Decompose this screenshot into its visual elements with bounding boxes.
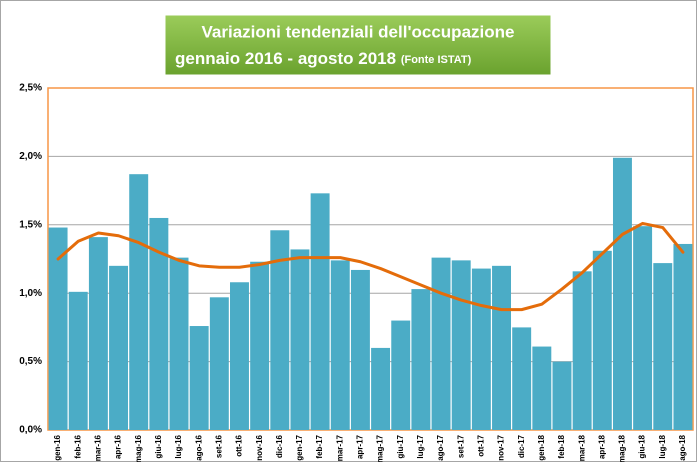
chart-title: gennaio 2016 - agosto 2018 (Fonte ISTAT): [175, 49, 472, 68]
x-tick-label: giu-16: [154, 434, 163, 458]
bar: [350, 269, 370, 430]
bar: [451, 260, 471, 430]
x-tick-label: gen-17: [295, 434, 304, 460]
bar: [612, 157, 632, 430]
x-tick-label: apr-16: [114, 434, 123, 459]
bar: [48, 227, 68, 430]
x-tick-label: gen-18: [537, 434, 546, 460]
bar: [471, 268, 491, 430]
x-tick-label: dic-17: [517, 434, 526, 458]
bar: [592, 250, 612, 430]
bar: [250, 261, 270, 430]
title-line: gennaio 2016 - agosto 2018: [175, 49, 396, 68]
bar: [633, 226, 653, 430]
x-tick-label: mag-16: [134, 434, 143, 462]
x-tick-label: ott-17: [476, 434, 485, 456]
x-tick-label: nov-16: [255, 434, 264, 460]
bar: [88, 237, 108, 430]
x-tick-label: feb-18: [557, 434, 566, 458]
bar: [109, 265, 129, 430]
bar: [189, 326, 209, 430]
bar: [411, 289, 431, 430]
x-tick-label: mag-17: [376, 434, 385, 462]
x-tick-label: ott-16: [235, 434, 244, 456]
x-tick-label: feb-17: [315, 434, 324, 458]
x-tick-label: nov-17: [497, 434, 506, 460]
x-tick-label: mag-18: [618, 434, 627, 462]
y-tick-label: 2,0%: [19, 151, 42, 162]
bar: [169, 257, 189, 430]
x-tick-label: giu-18: [638, 434, 647, 458]
bar: [492, 265, 511, 430]
bar: [290, 249, 310, 430]
x-tick-label: ago-18: [678, 434, 687, 460]
bar: [209, 297, 229, 430]
x-tick-label: set-17: [456, 434, 465, 458]
x-tick-label: apr-18: [597, 434, 606, 459]
bar: [572, 271, 592, 430]
x-tick-label: lug-18: [658, 434, 667, 458]
bar: [391, 320, 411, 430]
y-tick-label: 1,5%: [19, 219, 42, 230]
x-tick-label: ago-17: [436, 434, 445, 460]
source: (Fonte ISTAT): [401, 54, 472, 66]
y-tick-label: 1,0%: [19, 288, 42, 299]
x-tick-label: set-16: [214, 434, 223, 458]
bar: [431, 257, 451, 430]
bar: [230, 282, 249, 430]
trend-line: [56, 221, 685, 312]
x-tick-label: dic-16: [275, 434, 284, 458]
plot-border: [47, 87, 694, 431]
y-tick-label: 0,0%: [19, 425, 42, 436]
x-tick-label: ago-16: [194, 434, 203, 460]
x-tick-label: mar-18: [577, 434, 586, 461]
bar: [310, 193, 330, 430]
x-tick-label: lug-17: [416, 434, 425, 458]
chart-title: Variazioni tendenziali dell'occupazione: [202, 22, 515, 41]
y-tick-label: 0,5%: [19, 356, 42, 367]
bar: [673, 243, 693, 430]
bar: [129, 174, 149, 430]
bar: [532, 346, 552, 430]
title-box: [164, 14, 552, 76]
x-tick-label: giu-17: [396, 434, 405, 458]
y-tick-label: 2,5%: [19, 83, 42, 94]
bar: [552, 361, 572, 430]
x-tick-label: gen-16: [53, 434, 62, 460]
bar: [512, 327, 532, 430]
x-tick-label: mar-16: [94, 434, 103, 461]
bar: [371, 347, 391, 430]
bar: [653, 263, 673, 430]
x-tick-label: mar-17: [335, 434, 344, 461]
bar: [270, 230, 290, 430]
x-tick-label: lug-16: [174, 434, 183, 458]
x-tick-label: apr-17: [356, 434, 365, 459]
bar: [68, 291, 88, 430]
bar: [330, 260, 350, 430]
bar: [149, 217, 169, 430]
x-tick-label: feb-16: [73, 434, 82, 458]
